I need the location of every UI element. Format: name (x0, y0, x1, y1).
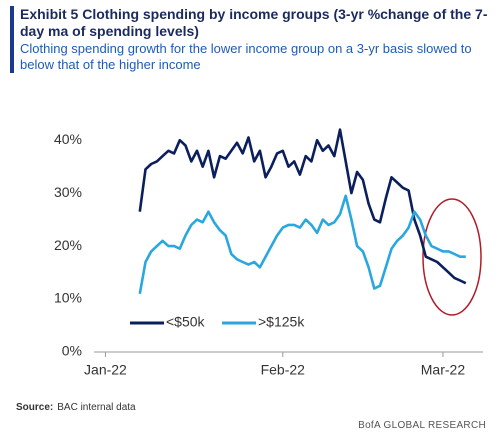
x-tick-label: Feb-22 (261, 362, 306, 378)
y-tick-label: 0% (62, 343, 82, 359)
series-line (138, 194, 466, 295)
source-label: Source: (16, 402, 54, 413)
x-tick-label: Jan-22 (84, 362, 127, 378)
y-tick-label: 20% (54, 237, 82, 253)
footer: BofA GLOBAL RESEARCH (358, 420, 486, 431)
x-tick-label: Mar-22 (421, 362, 466, 378)
series-line (138, 128, 467, 285)
y-tick-label: 10% (54, 290, 82, 306)
source-note: Source: BAC internal data (16, 402, 136, 413)
source-text: BAC internal data (57, 402, 136, 413)
y-tick-label: 40% (54, 131, 82, 147)
y-tick-label: 30% (54, 184, 82, 200)
chart-subtitle: Clothing spending growth for the lower i… (20, 41, 472, 72)
chart-title: Exhibit 5 Clothing spending by income gr… (20, 6, 488, 39)
header: Exhibit 5 Clothing spending by income gr… (10, 6, 500, 73)
highlight-ellipse (422, 198, 482, 316)
legend-label: <$50k (166, 314, 206, 330)
legend-label: >$125k (258, 314, 305, 330)
